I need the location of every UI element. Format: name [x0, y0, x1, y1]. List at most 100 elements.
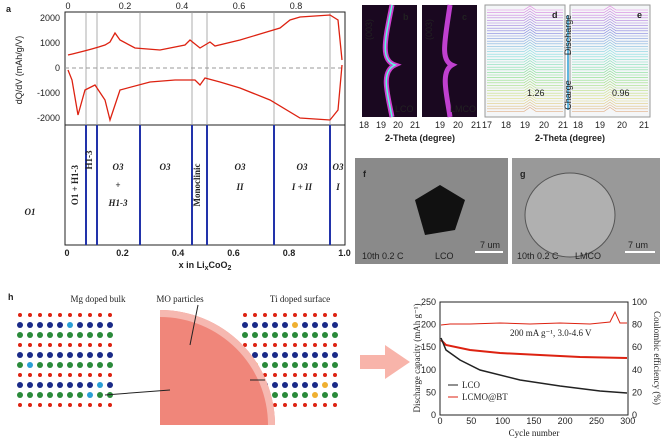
atom: [313, 403, 317, 407]
atom: [28, 313, 32, 317]
atom: [282, 322, 288, 328]
atom: [58, 403, 62, 407]
atom: [77, 352, 83, 358]
panel-label: c: [462, 12, 467, 22]
waterfall-line: [487, 55, 563, 60]
sample-label: LMCO: [575, 251, 601, 261]
atom: [322, 352, 328, 358]
atom: [333, 313, 337, 317]
phase-label: H1-3: [84, 150, 94, 169]
waterfall-line: [572, 55, 648, 60]
atom: [107, 382, 113, 388]
atom: [263, 343, 267, 347]
waterfall-line: [572, 96, 648, 102]
atom: [242, 332, 248, 338]
atom: [332, 332, 338, 338]
atom: [272, 322, 278, 328]
waterfall-line: [572, 60, 648, 65]
atom: [312, 352, 318, 358]
atom: [322, 332, 328, 338]
atom: [18, 403, 22, 407]
y-tick-label: 250: [421, 297, 436, 307]
particle-g: [524, 172, 616, 258]
condition-label: 10th 0.2 C: [517, 251, 559, 261]
y2-tick-label: 20: [632, 387, 642, 397]
scale-label: 7 um: [628, 240, 648, 250]
waterfall-line: [572, 47, 648, 52]
waterfall-line: [572, 57, 648, 63]
atom: [97, 352, 103, 358]
atom: [303, 373, 307, 377]
atom: [282, 352, 288, 358]
waterfall-line: [572, 99, 648, 104]
atom: [78, 373, 82, 377]
waterfall-line: [487, 13, 563, 19]
waterfall-line: [572, 31, 648, 37]
waterfall-line: [487, 18, 563, 24]
y-tick-label: 100: [421, 365, 436, 375]
waterfall-line: [572, 75, 648, 81]
atom: [57, 382, 63, 388]
waterfall-line: [487, 60, 563, 65]
atom: [293, 403, 297, 407]
panel-label: e: [637, 10, 642, 20]
y2-tick-label: 60: [632, 342, 642, 352]
atom: [262, 352, 268, 358]
x-tick-label: 19: [376, 120, 386, 130]
waterfall-line: [572, 44, 648, 50]
x-tick-label: 300: [620, 416, 635, 426]
atom: [27, 322, 33, 328]
atom: [282, 332, 288, 338]
waterfall-line: [572, 62, 648, 68]
waterfall-line: [487, 42, 563, 47]
phase-guides: [85, 12, 331, 125]
y-tick-label: 150: [421, 342, 436, 352]
atom: [243, 343, 247, 347]
x-tick-label: 200: [558, 416, 573, 426]
phase-label: O3: [235, 162, 246, 172]
atom: [18, 343, 22, 347]
phase-label: O1 + H1-3: [70, 164, 80, 205]
atom: [87, 352, 93, 358]
atom: [272, 362, 278, 368]
atom: [88, 373, 92, 377]
waterfall-line: [572, 42, 648, 47]
atom: [293, 313, 297, 317]
atom: [322, 322, 328, 328]
annotation: 200 mA g⁻¹, 3.0-4.6 V: [510, 328, 592, 338]
atom: [323, 313, 327, 317]
atom: [282, 392, 288, 398]
waterfall-line: [572, 49, 648, 55]
atom: [87, 332, 93, 338]
x-tick-label: 19: [595, 120, 605, 130]
peak-core-b: [384, 4, 398, 118]
waterfall-line: [572, 8, 648, 13]
atom: [302, 392, 308, 398]
waterfall-lines: [487, 5, 648, 112]
atom: [302, 362, 308, 368]
waterfall-line: [487, 99, 563, 104]
x-tick-label: 0.2: [119, 1, 132, 11]
x-tick-label: 0: [437, 416, 442, 426]
y-tick-label: 0: [55, 63, 60, 73]
atom: [37, 362, 43, 368]
scale-label: 7 um: [480, 240, 500, 250]
atom: [283, 343, 287, 347]
pointer: [104, 389, 171, 396]
waterfall-line: [487, 49, 563, 55]
waterfall-line: [487, 52, 563, 58]
atom: [38, 403, 42, 407]
arrow: [360, 345, 410, 379]
waterfall-line: [572, 70, 648, 76]
atom: [252, 332, 258, 338]
atom: [17, 382, 23, 388]
atom: [67, 352, 73, 358]
atom: [78, 343, 82, 347]
x-tick-label: 20: [617, 120, 627, 130]
atom: [273, 343, 277, 347]
waterfall-line: [572, 83, 648, 89]
panel-label: g: [520, 169, 526, 179]
waterfall-line: [487, 8, 563, 13]
atom: [67, 322, 73, 328]
y-tick-label: 0: [431, 410, 436, 420]
